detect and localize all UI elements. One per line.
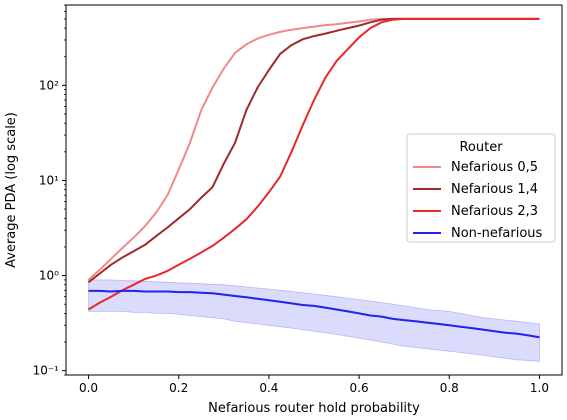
y-tick-label: 10¹ (39, 173, 59, 187)
x-axis-ticks: 0.0 0.2 0.4 0.6 0.8 1.0 (79, 375, 549, 395)
x-tick-label: 0.8 (440, 381, 459, 395)
x-axis-label: Nefarious router hold probability (208, 401, 420, 416)
y-tick-label: 10⁻¹ (33, 364, 60, 378)
x-tick-label: 0.2 (169, 381, 188, 395)
y-axis-label: Average PDA (log scale) (4, 112, 19, 268)
series-lines-layer (87, 17, 540, 339)
legend-label-nefarious-2-3: Nefarious 2,3 (451, 204, 538, 219)
legend-label-nefarious-0-5: Nefarious 0,5 (451, 160, 538, 175)
y-axis-ticks: 10⁻¹ 10⁰ 10¹ 10² (33, 4, 66, 378)
confidence-band-non-nefarious (88, 279, 540, 362)
x-tick-label: 0.0 (79, 381, 98, 395)
x-tick-label: 0.4 (259, 381, 278, 395)
legend-label-non-nefarious: Non-nefarious (451, 226, 543, 241)
y-tick-label: 10² (39, 78, 59, 92)
x-tick-label: 0.6 (350, 381, 369, 395)
series-line-non-nefarious (88, 289, 540, 339)
legend-title: Router (459, 140, 503, 155)
legend-label-nefarious-1-4: Nefarious 1,4 (451, 182, 538, 197)
confidence-band-layer (88, 279, 540, 362)
series-line-nefarious-2-3 (87, 17, 540, 311)
y-tick-label: 10⁰ (39, 269, 59, 283)
legend-box (406, 133, 556, 243)
x-tick-label: 1.0 (530, 381, 549, 395)
legend-items: Nefarious 0,5 Nefarious 1,4 Nefarious 2,3 N… (413, 160, 543, 241)
